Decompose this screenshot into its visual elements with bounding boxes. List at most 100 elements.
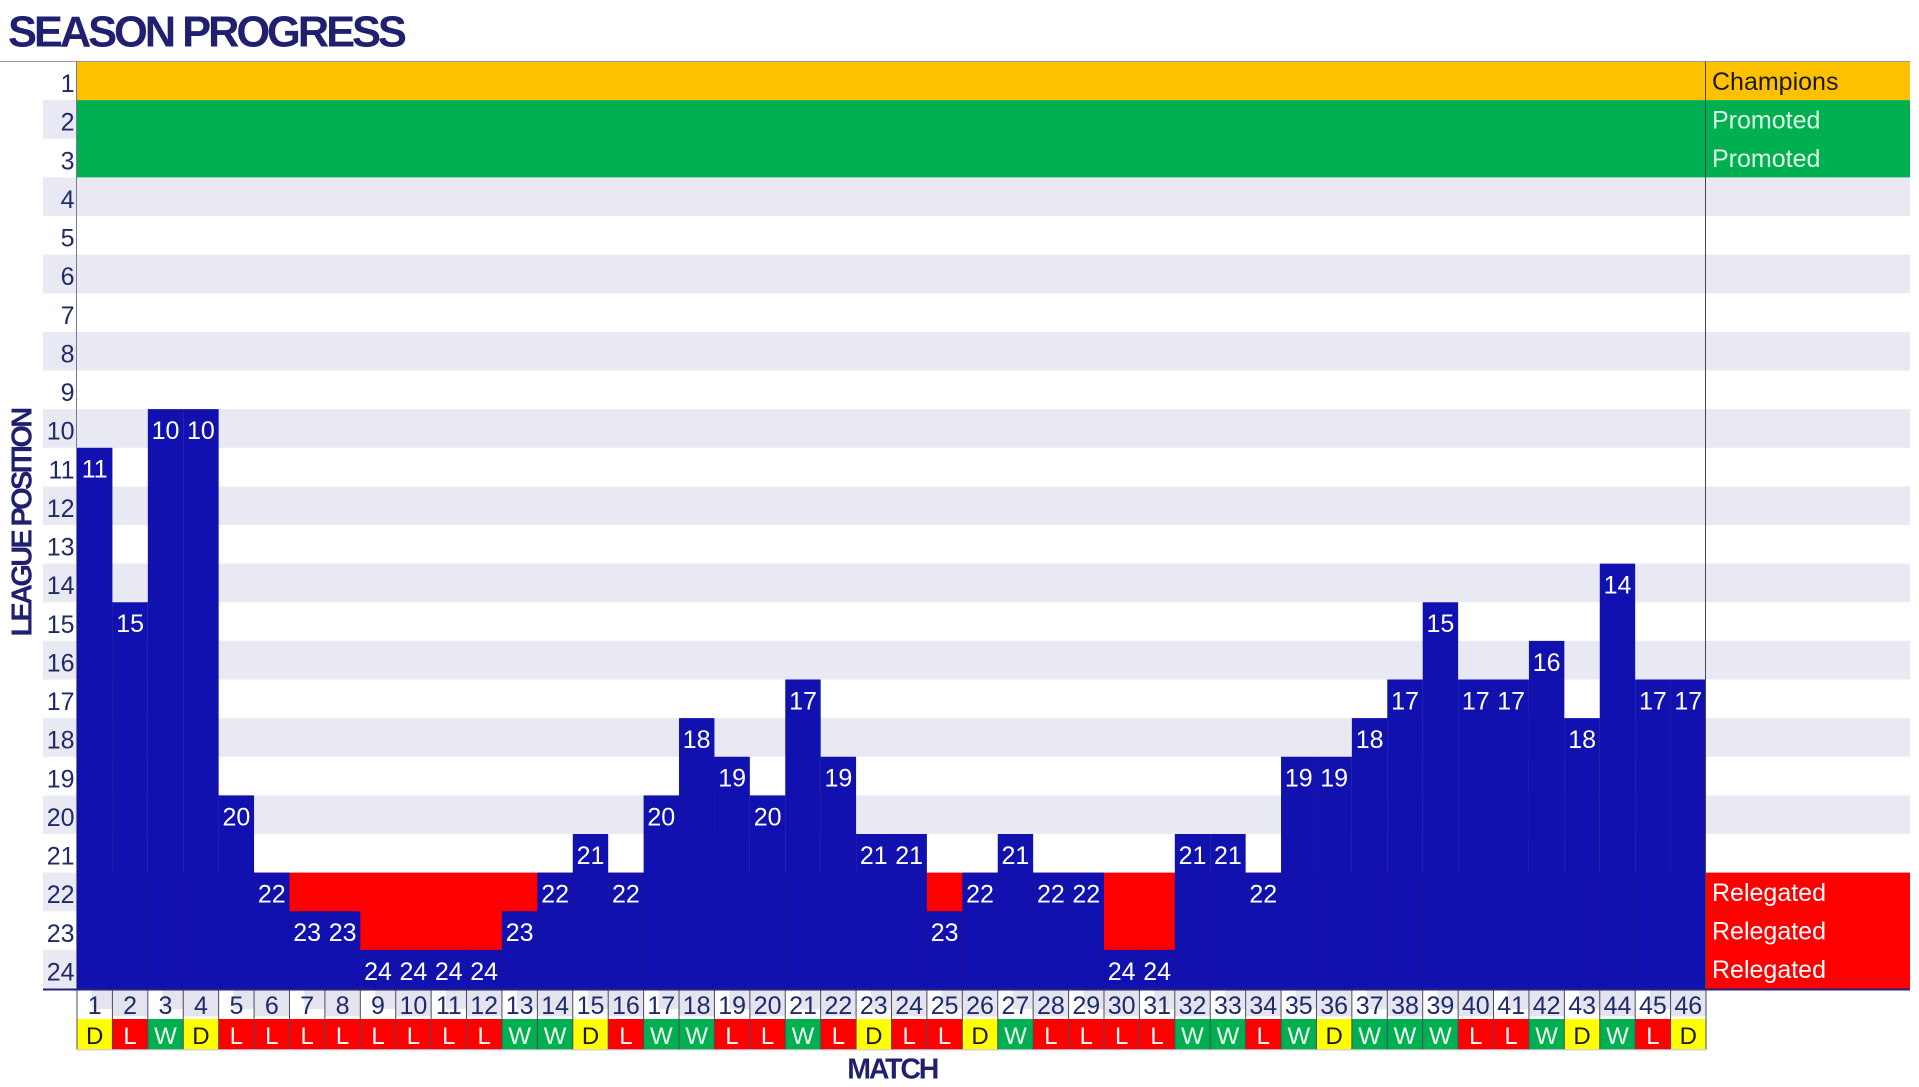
svg-text:W: W [650, 1023, 673, 1050]
svg-text:21: 21 [47, 843, 75, 871]
svg-text:29: 29 [1072, 992, 1100, 1020]
svg-text:22: 22 [824, 992, 852, 1020]
svg-text:22: 22 [1072, 881, 1100, 909]
svg-text:5: 5 [61, 225, 75, 253]
svg-text:39: 39 [1426, 992, 1454, 1020]
svg-text:L: L [1150, 1023, 1163, 1050]
svg-text:L: L [1646, 1023, 1659, 1050]
svg-text:W: W [685, 1023, 708, 1050]
svg-text:6: 6 [265, 992, 279, 1020]
svg-text:20: 20 [47, 804, 75, 832]
svg-text:D: D [582, 1023, 599, 1050]
svg-text:L: L [301, 1023, 314, 1050]
svg-text:34: 34 [1249, 992, 1277, 1020]
svg-text:21: 21 [1001, 842, 1029, 870]
svg-text:12: 12 [47, 495, 75, 523]
svg-text:15: 15 [116, 610, 144, 638]
svg-text:21: 21 [1179, 842, 1207, 870]
svg-text:21: 21 [860, 842, 888, 870]
svg-text:19: 19 [47, 765, 75, 793]
svg-text:13: 13 [47, 534, 75, 562]
svg-text:19: 19 [1320, 765, 1348, 793]
svg-text:18: 18 [683, 992, 711, 1020]
svg-text:23: 23 [931, 919, 959, 947]
svg-text:17: 17 [47, 688, 75, 716]
svg-text:D: D [865, 1023, 882, 1050]
svg-text:22: 22 [541, 881, 569, 909]
svg-text:26: 26 [966, 992, 994, 1020]
svg-text:24: 24 [364, 958, 392, 986]
svg-text:24: 24 [1108, 958, 1136, 986]
svg-text:18: 18 [1568, 726, 1596, 754]
svg-text:W: W [1358, 1023, 1381, 1050]
svg-text:LEAGUE POSITION: LEAGUE POSITION [6, 409, 38, 637]
svg-text:11: 11 [436, 992, 462, 1020]
svg-text:2: 2 [123, 992, 137, 1020]
svg-text:24: 24 [470, 958, 498, 986]
svg-text:36: 36 [1320, 992, 1348, 1020]
svg-text:8: 8 [61, 341, 75, 369]
svg-text:22: 22 [258, 881, 286, 909]
svg-text:L: L [903, 1023, 916, 1050]
svg-text:L: L [478, 1023, 491, 1050]
svg-text:24: 24 [399, 958, 427, 986]
svg-text:20: 20 [222, 803, 250, 831]
svg-text:21: 21 [1214, 842, 1242, 870]
svg-text:22: 22 [47, 881, 75, 909]
svg-text:4: 4 [194, 992, 208, 1020]
svg-text:15: 15 [47, 611, 75, 639]
svg-text:L: L [1080, 1023, 1093, 1050]
svg-text:18: 18 [683, 726, 711, 754]
svg-text:43: 43 [1568, 992, 1596, 1020]
svg-text:W: W [1181, 1023, 1204, 1050]
svg-text:W: W [1606, 1023, 1629, 1050]
svg-text:4: 4 [61, 186, 75, 214]
svg-text:19: 19 [1285, 765, 1313, 793]
svg-text:22: 22 [612, 881, 640, 909]
svg-text:32: 32 [1179, 992, 1207, 1020]
svg-text:W: W [1394, 1023, 1417, 1050]
svg-text:1: 1 [88, 992, 102, 1020]
svg-text:19: 19 [824, 765, 852, 793]
svg-text:3: 3 [159, 992, 173, 1020]
svg-text:41: 41 [1497, 992, 1525, 1020]
svg-text:W: W [154, 1023, 177, 1050]
svg-text:1: 1 [61, 70, 75, 98]
svg-text:23: 23 [329, 919, 357, 947]
svg-text:W: W [1429, 1023, 1452, 1050]
svg-text:D: D [86, 1023, 103, 1050]
svg-text:L: L [725, 1023, 738, 1050]
svg-text:21: 21 [577, 842, 605, 870]
svg-text:23: 23 [293, 919, 321, 947]
svg-text:28: 28 [1037, 992, 1065, 1020]
svg-text:18: 18 [47, 727, 75, 755]
svg-text:L: L [1469, 1023, 1482, 1050]
svg-text:22: 22 [1249, 881, 1277, 909]
svg-text:L: L [938, 1023, 951, 1050]
svg-text:L: L [761, 1023, 774, 1050]
svg-text:40: 40 [1462, 992, 1490, 1020]
svg-text:L: L [442, 1023, 455, 1050]
svg-text:2: 2 [61, 109, 75, 137]
svg-text:L: L [123, 1023, 136, 1050]
svg-text:35: 35 [1285, 992, 1313, 1020]
svg-text:8: 8 [336, 992, 350, 1020]
svg-text:20: 20 [647, 803, 675, 831]
svg-text:17: 17 [1391, 687, 1419, 715]
svg-text:15: 15 [1426, 610, 1454, 638]
svg-text:33: 33 [1214, 992, 1242, 1020]
svg-text:L: L [1115, 1023, 1128, 1050]
svg-text:7: 7 [61, 302, 75, 330]
svg-text:17: 17 [789, 687, 817, 715]
svg-text:W: W [1217, 1023, 1240, 1050]
svg-text:38: 38 [1391, 992, 1419, 1020]
svg-text:Champions: Champions [1712, 68, 1838, 96]
svg-text:L: L [371, 1023, 384, 1050]
svg-text:9: 9 [371, 992, 385, 1020]
svg-text:24: 24 [1143, 958, 1171, 986]
svg-text:16: 16 [1533, 649, 1561, 677]
svg-text:3: 3 [61, 147, 75, 175]
svg-text:14: 14 [1604, 572, 1632, 600]
svg-text:14: 14 [47, 572, 75, 600]
svg-text:20: 20 [754, 803, 782, 831]
